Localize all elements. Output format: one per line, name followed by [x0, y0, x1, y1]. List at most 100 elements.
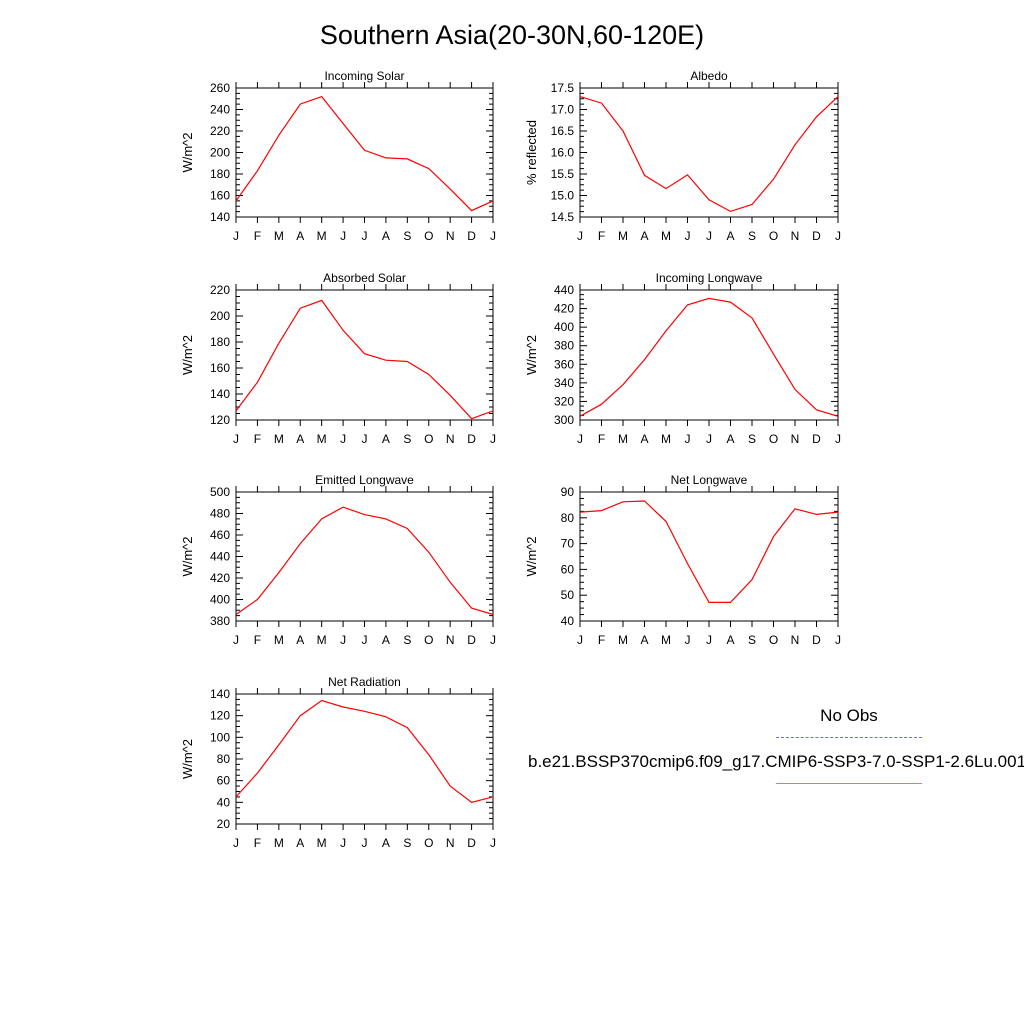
y-tick-label: 480 — [210, 507, 230, 521]
x-tick-label: D — [467, 836, 476, 850]
y-tick-label: 16.5 — [551, 124, 575, 138]
x-tick-label: F — [598, 229, 605, 243]
x-tick-label: F — [254, 633, 261, 647]
x-tick-label: M — [317, 836, 327, 850]
y-axis-label: W/m^2 — [180, 335, 195, 375]
series-line — [235, 299, 494, 420]
x-tick-label: A — [640, 229, 648, 243]
x-tick-label: J — [835, 229, 841, 243]
x-tick-label: A — [382, 432, 390, 446]
x-tick-label: J — [362, 633, 368, 647]
x-tick-label: A — [726, 633, 734, 647]
x-tick-label: J — [362, 229, 368, 243]
x-tick-label: M — [661, 432, 671, 446]
x-tick-label: S — [748, 432, 756, 446]
x-tick-label: S — [403, 229, 411, 243]
y-tick-label: 50 — [561, 588, 575, 602]
x-tick-label: S — [748, 229, 756, 243]
x-tick-label: A — [382, 229, 390, 243]
y-axis-label: W/m^2 — [180, 536, 195, 576]
legend-model-line — [776, 783, 922, 784]
x-tick-label: S — [403, 633, 411, 647]
y-tick-label: 140 — [210, 210, 230, 224]
y-tick-label: 500 — [210, 485, 230, 499]
x-tick-label: O — [424, 633, 433, 647]
x-tick-label: J — [685, 229, 691, 243]
y-tick-label: 380 — [210, 614, 230, 628]
x-tick-label: D — [467, 229, 476, 243]
x-tick-label: D — [812, 432, 821, 446]
legend-obs-label: No Obs — [820, 706, 878, 725]
plot-frame — [579, 289, 839, 421]
x-tick-label: S — [403, 836, 411, 850]
y-axis-label: W/m^2 — [180, 132, 195, 172]
series-line — [579, 297, 839, 417]
x-tick-label: J — [835, 633, 841, 647]
panel-4: Incoming Longwave W/m^2 300 320 340 360 380 400… — [524, 271, 841, 446]
panel-5: Emitted Longwave W/m^2 380 400 420 440 460 480 5… — [180, 473, 496, 647]
x-tick-label: J — [340, 836, 346, 850]
panel-title: Emitted Longwave — [315, 473, 414, 487]
x-tick-label: J — [577, 633, 583, 647]
panel-title: Incoming Longwave — [656, 271, 763, 285]
page-title: Southern Asia(20-30N,60-120E) — [319, 20, 705, 50]
y-tick-label: 70 — [561, 537, 575, 551]
x-tick-label: M — [317, 229, 327, 243]
x-tick-label: A — [382, 633, 390, 647]
y-tick-label: 80 — [217, 752, 231, 766]
x-tick-label: N — [446, 432, 455, 446]
x-tick-label: J — [706, 633, 712, 647]
y-tick-label: 90 — [561, 485, 575, 499]
y-tick-label: 80 — [561, 511, 575, 525]
series-line — [579, 96, 839, 213]
x-tick-label: J — [233, 432, 239, 446]
x-tick-label: A — [382, 836, 390, 850]
x-tick-label: M — [661, 229, 671, 243]
panel-title: Net Longwave — [671, 473, 748, 487]
x-tick-label: M — [317, 633, 327, 647]
x-tick-label: N — [791, 432, 800, 446]
x-tick-label: M — [661, 633, 671, 647]
x-tick-label: A — [296, 633, 304, 647]
series-line — [235, 506, 494, 616]
x-tick-label: D — [467, 432, 476, 446]
y-tick-label: 14.5 — [551, 210, 575, 224]
series-line — [579, 500, 839, 604]
x-tick-label: M — [618, 229, 628, 243]
x-tick-label: J — [362, 836, 368, 850]
x-tick-label: D — [467, 633, 476, 647]
y-axis-label: % reflected — [524, 120, 539, 185]
y-tick-label: 17.0 — [551, 103, 575, 117]
x-tick-label: A — [726, 229, 734, 243]
y-tick-label: 40 — [217, 795, 231, 809]
y-tick-label: 60 — [217, 774, 231, 788]
panel-title: Albedo — [690, 69, 728, 83]
x-tick-label: N — [446, 229, 455, 243]
x-tick-label: J — [362, 432, 368, 446]
y-tick-label: 60 — [561, 562, 575, 576]
x-tick-label: N — [446, 836, 455, 850]
x-tick-label: J — [233, 836, 239, 850]
y-tick-label: 200 — [210, 309, 230, 323]
x-tick-label: J — [490, 229, 496, 243]
y-tick-label: 420 — [210, 571, 230, 585]
x-tick-label: N — [791, 229, 800, 243]
panel-title: Net Radiation — [328, 675, 401, 689]
y-tick-label: 120 — [210, 709, 230, 723]
x-tick-label: M — [274, 836, 284, 850]
y-axis-label: W/m^2 — [180, 739, 195, 779]
y-tick-label: 360 — [554, 357, 574, 371]
x-tick-label: F — [254, 836, 261, 850]
y-tick-label: 440 — [210, 550, 230, 564]
panel-2: Albedo % reflected 14.5 15.0 15.5 16.0 16.5 17.… — [524, 69, 841, 243]
y-tick-label: 340 — [554, 376, 574, 390]
y-tick-label: 320 — [554, 394, 574, 408]
x-tick-label: J — [233, 229, 239, 243]
x-tick-label: J — [577, 229, 583, 243]
x-tick-label: F — [598, 633, 605, 647]
x-tick-label: M — [317, 432, 327, 446]
series-line — [235, 95, 494, 212]
y-tick-label: 140 — [210, 387, 230, 401]
x-tick-label: N — [791, 633, 800, 647]
